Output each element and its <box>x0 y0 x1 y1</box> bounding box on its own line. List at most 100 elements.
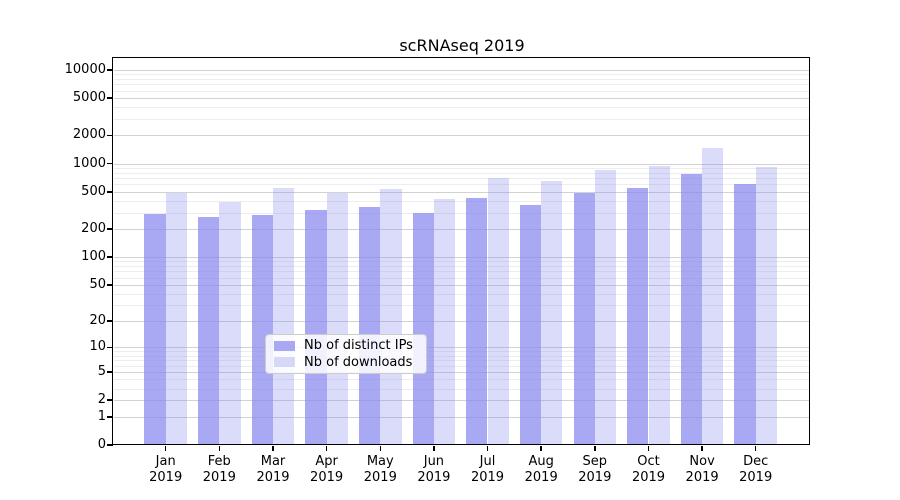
x-tick-label: Feb 2019 <box>187 454 251 485</box>
x-tick-year: 2019 <box>310 469 344 485</box>
x-tick-year: 2019 <box>149 469 183 485</box>
y-tick-mark <box>107 346 113 349</box>
major-gridline <box>114 69 810 71</box>
x-tick-label: Aug 2019 <box>509 454 573 485</box>
bar-downloads <box>487 178 509 445</box>
minor-gridline <box>114 365 810 367</box>
x-tick-mark <box>325 446 328 451</box>
minor-gridline <box>114 212 810 214</box>
legend: Nb of distinct IPs Nb of downloads <box>265 334 427 374</box>
bar-downloads <box>219 201 241 445</box>
minor-gridline <box>114 200 810 202</box>
y-tick-mark <box>107 97 113 99</box>
x-tick-mark <box>486 446 489 451</box>
y-tick-label: 2 <box>97 392 106 408</box>
y-tick-mark <box>107 320 113 322</box>
bar-distinct-ips <box>573 193 595 445</box>
major-gridline <box>114 372 810 373</box>
minor-gridline <box>114 107 810 109</box>
major-gridline <box>114 347 810 349</box>
major-gridline <box>114 400 810 402</box>
x-tick-year: 2019 <box>470 469 505 485</box>
y-tick-label: 0 <box>97 437 106 452</box>
y-tick-label: 10 <box>89 339 106 355</box>
y-tick-label: 100 <box>81 249 106 264</box>
bar-distinct-ips <box>251 215 273 445</box>
x-tick-label: Jun 2019 <box>402 454 466 485</box>
x-tick-label: Jan 2019 <box>134 454 198 485</box>
y-tick-label: 5000 <box>72 90 106 105</box>
bar-downloads <box>165 193 187 445</box>
legend-row: Nb of distinct IPs <box>274 338 418 353</box>
x-tick-label: Mar 2019 <box>241 454 305 485</box>
y-tick-mark <box>107 256 113 258</box>
bar-downloads <box>648 165 670 445</box>
x-tick-mark <box>754 446 757 451</box>
y-tick-mark <box>107 134 113 137</box>
y-tick-label: 10000 <box>64 61 106 77</box>
x-tick-mark <box>701 446 703 451</box>
bar-downloads <box>273 188 295 445</box>
minor-gridline <box>114 78 810 80</box>
y-tick-mark <box>107 444 113 446</box>
x-tick-year: 2019 <box>202 469 236 485</box>
x-tick-label: Sep 2019 <box>563 454 627 485</box>
bar-downloads <box>755 167 777 445</box>
minor-gridline <box>114 172 810 174</box>
minor-gridline <box>114 90 810 92</box>
y-tick-label: 50 <box>89 276 106 292</box>
major-gridline <box>114 135 810 137</box>
minor-gridline <box>114 178 810 180</box>
x-tick-mark <box>647 446 650 451</box>
minor-gridline <box>114 184 810 186</box>
bar-distinct-ips <box>734 184 756 445</box>
x-tick-year: 2019 <box>685 469 719 485</box>
minor-gridline <box>114 360 810 362</box>
y-tick-mark <box>107 69 113 71</box>
y-tick-mark <box>107 399 113 401</box>
x-tick-mark <box>272 446 274 451</box>
bar-distinct-ips <box>466 198 488 445</box>
x-tick-label: Jul 2019 <box>456 454 520 485</box>
bar-distinct-ips <box>305 209 327 445</box>
x-tick-month: Nov <box>689 454 715 469</box>
x-tick-mark <box>540 446 542 451</box>
x-tick-mark <box>379 446 382 451</box>
y-tick-mark <box>107 162 113 165</box>
y-tick-label: 20 <box>89 313 106 328</box>
bar-downloads <box>380 189 402 445</box>
x-tick-year: 2019 <box>578 469 612 485</box>
minor-gridline <box>114 293 810 295</box>
minor-gridline <box>114 266 810 267</box>
minor-gridline <box>114 261 810 263</box>
major-gridline <box>114 416 810 418</box>
legend-label: Nb of downloads <box>304 354 413 370</box>
x-tick-mark <box>433 446 435 451</box>
minor-gridline <box>114 388 810 390</box>
x-tick-year: 2019 <box>631 469 666 485</box>
major-gridline <box>114 257 810 258</box>
bar-downloads <box>326 193 348 445</box>
minor-gridline <box>114 355 810 357</box>
x-tick-label: Dec 2019 <box>724 454 788 485</box>
minor-gridline <box>114 167 810 169</box>
bar-distinct-ips <box>144 213 166 445</box>
y-tick-mark <box>107 371 113 373</box>
y-tick-label: 5 <box>97 364 106 379</box>
y-tick-mark <box>107 284 113 286</box>
x-tick-year: 2019 <box>739 469 773 485</box>
y-tick-mark <box>107 228 113 230</box>
legend-swatch-downloads <box>274 357 295 368</box>
x-tick-month: Sep <box>582 454 608 469</box>
minor-gridline <box>114 74 810 76</box>
bar-distinct-ips <box>359 207 381 445</box>
x-tick-year: 2019 <box>524 469 558 485</box>
x-tick-mark <box>164 446 167 451</box>
x-tick-label: Nov 2019 <box>670 454 734 485</box>
major-gridline <box>114 191 810 193</box>
bar-downloads <box>594 169 617 445</box>
x-tick-label: May 2019 <box>348 454 412 485</box>
chart-title: scRNAseq 2019 <box>399 36 525 55</box>
bar-distinct-ips <box>198 216 220 445</box>
